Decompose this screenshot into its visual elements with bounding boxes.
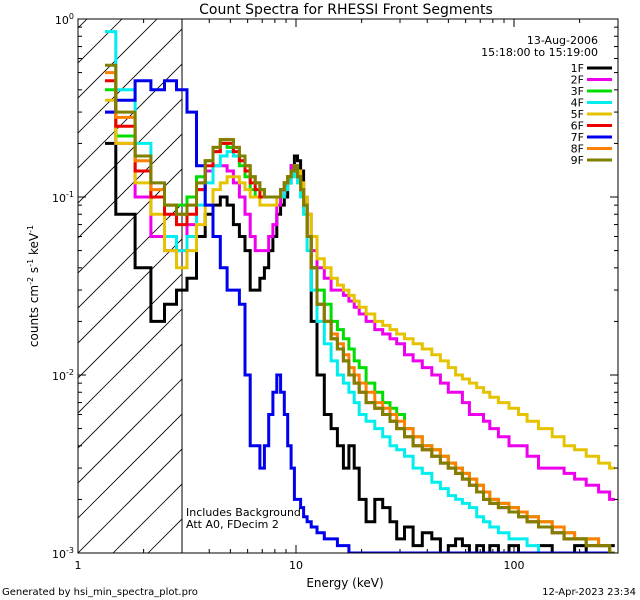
y-label-part-2: s xyxy=(27,267,41,277)
hatch-line xyxy=(78,308,183,414)
series-line-5F xyxy=(105,98,615,470)
hatch-line xyxy=(78,343,183,449)
axis-ticks: 1 10 100 100 10-1 10-2 10-3 xyxy=(52,12,619,572)
hatch-line xyxy=(78,133,183,239)
legend-date: 13-Aug-2006 xyxy=(527,34,598,47)
y-label-sup-2: -1 xyxy=(26,259,35,267)
y-label-part-1: counts cm xyxy=(27,285,41,347)
hatch-line xyxy=(78,28,183,134)
hatch-line xyxy=(78,168,183,274)
y-label-part-3: keV xyxy=(27,232,41,259)
x-tick-label: 1 xyxy=(75,559,82,572)
hatch-lines xyxy=(0,0,183,553)
x-tick-label: 100 xyxy=(503,559,524,572)
plot-frame xyxy=(77,18,619,554)
y-tick-label: 100 xyxy=(55,12,74,27)
legend-label-6F: 6F xyxy=(571,120,584,133)
annotation-background: Includes Background xyxy=(186,506,301,519)
y-axis-label: counts cm-2 s-1 keV-1 xyxy=(26,225,41,347)
footer-generated-by: Generated by hsi_min_spectra_plot.pro xyxy=(2,587,198,598)
hatch-line xyxy=(78,19,123,64)
hatch-line xyxy=(78,203,183,309)
hatch-line xyxy=(78,448,183,553)
series-line-7F xyxy=(105,79,615,553)
series-line-1F xyxy=(105,141,615,553)
hatch-line xyxy=(78,19,158,99)
legend-label-8F: 8F xyxy=(571,143,584,156)
legend-label-4F: 4F xyxy=(571,97,584,110)
hatch-line xyxy=(78,19,88,29)
hatch-line xyxy=(78,378,183,484)
attenuator-hatch-region xyxy=(0,0,183,553)
hatch-line xyxy=(147,518,183,553)
legend-label-3F: 3F xyxy=(571,85,584,98)
legend-label-9F: 9F xyxy=(571,154,584,167)
legend-label-7F: 7F xyxy=(571,131,584,144)
hatch-line xyxy=(112,483,183,553)
y-tick-label: 10-1 xyxy=(52,190,74,205)
legend-label-5F: 5F xyxy=(571,108,584,121)
series-group xyxy=(105,30,615,553)
hatch-line xyxy=(78,238,183,344)
hatch-line xyxy=(78,413,183,519)
legend-label-1F: 1F xyxy=(571,62,584,75)
x-tick-label: 10 xyxy=(289,559,303,572)
hatch-line xyxy=(0,0,118,553)
y-tick-label: 10-3 xyxy=(52,546,74,561)
chart-title: Count Spectra for RHESSI Front Segments xyxy=(199,2,493,18)
x-axis-label: Energy (keV) xyxy=(306,576,383,590)
legend-time-range: 15:18:00 to 15:19:00 xyxy=(481,46,598,59)
hatch-line xyxy=(0,0,13,553)
legend-label-2F: 2F xyxy=(571,74,584,87)
y-label-sup-1: -2 xyxy=(26,277,35,285)
series-line-9F xyxy=(105,63,615,553)
y-label-sup-3: -1 xyxy=(26,225,35,233)
annotation-attenuator: Att A0, FDecim 2 xyxy=(186,518,279,531)
series-line-2F xyxy=(105,110,615,501)
series-line-4F xyxy=(105,30,615,553)
footer-timestamp: 12-Apr-2023 23:34 xyxy=(542,587,636,598)
y-tick-label: 10-2 xyxy=(52,368,74,383)
hatch-line xyxy=(0,0,83,553)
